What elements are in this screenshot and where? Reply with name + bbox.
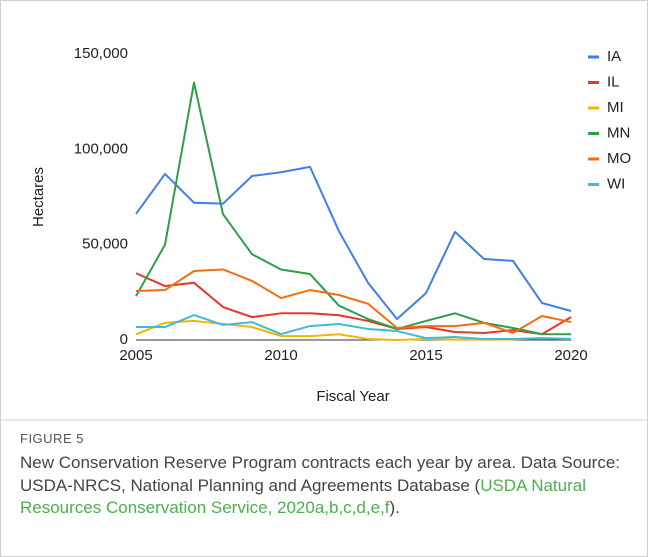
x-axis-title: Fiscal Year: [316, 388, 389, 405]
x-tick-label: 2015: [409, 347, 442, 364]
series-line: [135, 165, 572, 321]
citation-link[interactable]: USDA Natural Resources Conservation Serv…: [20, 475, 587, 518]
x-tick-label: 2010: [264, 347, 297, 364]
chart: Hectares Fiscal Year 0 50,000 100,000 150,0…: [1, 45, 647, 421]
y-tick-label: 150,000: [74, 45, 128, 62]
legend-label: MO: [607, 150, 631, 167]
x-tick-label: 2020: [554, 347, 587, 364]
series-line: [135, 268, 572, 334]
x-tick-label: 2005: [119, 347, 152, 364]
y-tick-label: 0: [120, 331, 128, 348]
series-line: [135, 272, 572, 336]
legend-label: MI: [607, 99, 624, 116]
legend-label: WI: [607, 175, 625, 192]
legend-label: MN: [607, 124, 630, 141]
y-axis-title: Hectares: [30, 167, 47, 227]
y-tick-label: 50,000: [82, 236, 128, 253]
figure-label: FIGURE 5: [20, 431, 84, 446]
series-line: [135, 81, 572, 336]
caption: New Conservation Reserve Program contrac…: [20, 452, 620, 520]
legend-label: IL: [607, 73, 620, 90]
y-tick-label: 100,000: [74, 140, 128, 157]
legend-label: IA: [607, 48, 621, 65]
series-line: [136, 314, 572, 341]
caption-text: New Conservation Reserve Program contrac…: [20, 453, 620, 495]
caption-text: ).: [389, 498, 400, 517]
